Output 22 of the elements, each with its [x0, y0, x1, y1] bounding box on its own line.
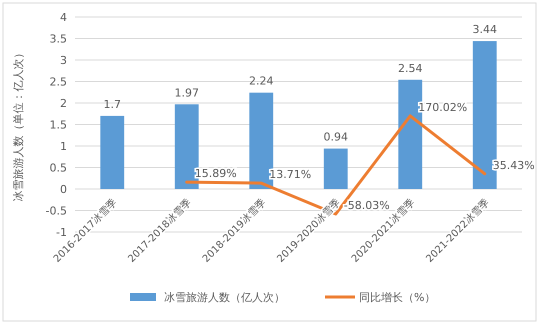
data-label: 1.97 — [174, 86, 199, 100]
data-label: 2.24 — [249, 74, 274, 88]
y-tick-label: 4 — [60, 11, 67, 24]
y-tick-label: 2.5 — [50, 76, 67, 88]
legend-label: 冰雪旅游人数（亿人次） — [164, 291, 285, 304]
bar — [100, 116, 124, 189]
y-tick-label: 3.5 — [50, 32, 67, 46]
data-label: 3.44 — [472, 23, 497, 36]
y-tick-label: 0.5 — [50, 162, 67, 174]
y-axis-title: 冰雪旅游人数（单位：亿人次） — [12, 48, 25, 202]
y-tick-label: 3 — [60, 54, 67, 67]
data-label: 1.7 — [104, 98, 121, 111]
y-tick-label: 1.5 — [50, 118, 67, 132]
y-tick-label: -0.5 — [46, 204, 67, 218]
data-label: -58.03% — [344, 198, 390, 212]
legend-label: 同比增长（%） — [359, 291, 436, 304]
y-tick-label: 0 — [60, 183, 67, 196]
y-tick-label: 2 — [60, 97, 67, 110]
data-label: 0.94 — [324, 130, 348, 144]
bar — [324, 148, 348, 189]
data-label: 2.54 — [398, 62, 422, 75]
y-tick-label: 1 — [60, 140, 67, 153]
